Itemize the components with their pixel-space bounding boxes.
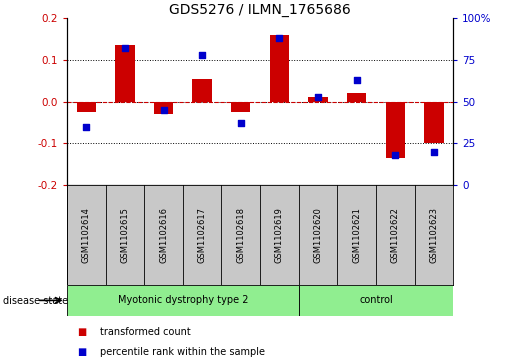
Title: GDS5276 / ILMN_1765686: GDS5276 / ILMN_1765686	[169, 3, 351, 17]
Bar	[77, 102, 96, 112]
Text: GSM1102614: GSM1102614	[82, 207, 91, 263]
Text: disease state: disease state	[3, 295, 67, 306]
Text: GSM1102615: GSM1102615	[121, 207, 129, 263]
Text: ■: ■	[77, 347, 87, 357]
Text: transformed count: transformed count	[100, 327, 191, 337]
Point	[198, 52, 206, 58]
Point	[352, 77, 360, 83]
Point	[430, 149, 438, 155]
Bar	[424, 102, 443, 143]
Text: percentile rank within the sample: percentile rank within the sample	[100, 347, 265, 357]
Point	[82, 124, 91, 130]
Point	[236, 121, 245, 126]
Bar	[299, 285, 453, 316]
Point	[391, 152, 400, 158]
Bar	[193, 79, 212, 102]
Bar	[67, 285, 299, 316]
Point	[275, 35, 283, 41]
Text: control: control	[359, 295, 393, 305]
Text: GSM1102617: GSM1102617	[198, 207, 207, 263]
Text: GSM1102618: GSM1102618	[236, 207, 245, 263]
Text: GSM1102623: GSM1102623	[430, 207, 438, 263]
Bar	[347, 93, 366, 102]
Text: GSM1102622: GSM1102622	[391, 207, 400, 263]
Point	[121, 45, 129, 51]
Text: Myotonic dystrophy type 2: Myotonic dystrophy type 2	[117, 295, 248, 305]
Text: GSM1102616: GSM1102616	[159, 207, 168, 263]
Bar	[154, 102, 173, 114]
Bar	[270, 35, 289, 102]
Text: ■: ■	[77, 327, 87, 337]
Point	[159, 107, 167, 113]
Bar	[386, 102, 405, 158]
Point	[314, 94, 322, 99]
Bar	[308, 97, 328, 102]
Text: GSM1102621: GSM1102621	[352, 207, 361, 263]
Text: GSM1102620: GSM1102620	[314, 207, 322, 263]
Text: GSM1102619: GSM1102619	[275, 207, 284, 263]
Bar	[231, 102, 250, 112]
Bar	[115, 45, 134, 102]
